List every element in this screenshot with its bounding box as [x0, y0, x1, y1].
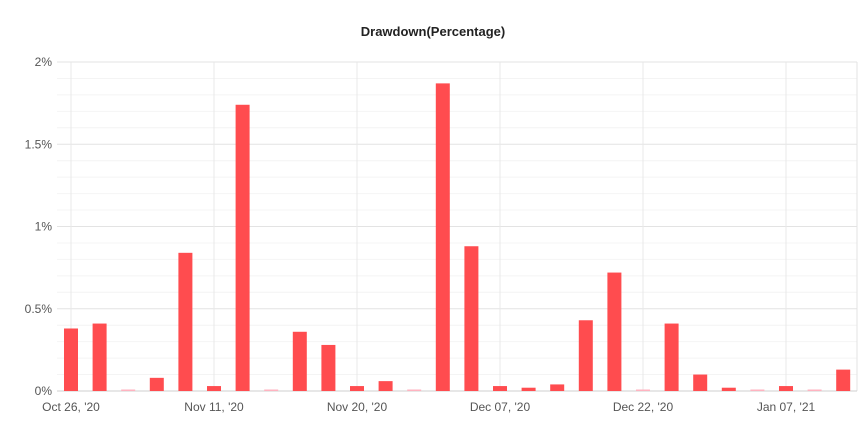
- bar[interactable]: [407, 389, 422, 392]
- x-tick-label: Dec 07, '20: [470, 400, 531, 414]
- bar[interactable]: [521, 387, 536, 391]
- bar[interactable]: [64, 328, 78, 391]
- grid-layer: [57, 61, 858, 392]
- x-tick-label: Oct 26, '20: [42, 400, 100, 414]
- bar[interactable]: [750, 389, 765, 392]
- bar[interactable]: [292, 331, 307, 391]
- bar[interactable]: [92, 323, 107, 391]
- y-tick-label: 1.5%: [25, 137, 53, 151]
- bar[interactable]: [807, 389, 822, 392]
- bar[interactable]: [235, 104, 250, 392]
- chart-title: Drawdown(Percentage): [360, 24, 506, 39]
- bar[interactable]: [636, 389, 650, 392]
- bar[interactable]: [350, 386, 364, 391]
- bar[interactable]: [721, 387, 736, 391]
- bar[interactable]: [378, 381, 393, 391]
- x-tick-label: Jan 07, '21: [757, 400, 816, 414]
- bar[interactable]: [121, 389, 136, 392]
- bar[interactable]: [264, 389, 279, 392]
- axis-layer: 0% 0.5% 1% 1.5% 2% Oct 26, '20 Nov 11, '20 Nov …: [25, 55, 857, 414]
- bar[interactable]: [464, 246, 479, 391]
- x-tick-label: Nov 20, '20: [327, 400, 388, 414]
- bar[interactable]: [779, 386, 793, 391]
- bar[interactable]: [493, 386, 507, 391]
- bar[interactable]: [149, 377, 164, 391]
- bars-layer: [64, 83, 851, 392]
- bar[interactable]: [435, 83, 450, 391]
- bar[interactable]: [664, 323, 679, 391]
- bar[interactable]: [550, 384, 565, 391]
- y-tick-label: 0.5%: [25, 302, 53, 316]
- y-tick-label: 0%: [35, 384, 53, 398]
- x-tick-label: Nov 11, '20: [184, 400, 244, 414]
- bar[interactable]: [578, 320, 593, 391]
- y-tick-label: 1%: [35, 220, 53, 234]
- bar[interactable]: [836, 369, 851, 391]
- bar[interactable]: [607, 272, 622, 391]
- y-tick-label: 2%: [35, 55, 53, 69]
- bar[interactable]: [321, 344, 336, 391]
- x-tick-label: Dec 22, '20: [613, 400, 674, 414]
- bar[interactable]: [178, 252, 193, 391]
- bar[interactable]: [693, 374, 708, 391]
- bar[interactable]: [207, 386, 221, 391]
